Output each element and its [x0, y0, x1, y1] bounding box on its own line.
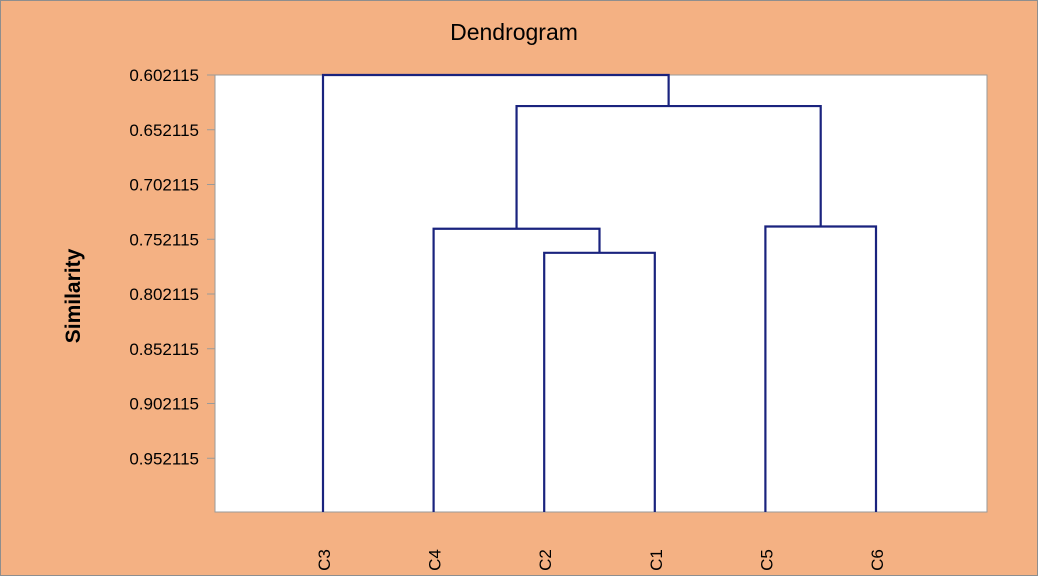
chart-title: Dendrogram: [450, 19, 578, 45]
dendrogram-links: [321, 73, 878, 512]
dendrogram-link: [321, 73, 670, 512]
x-axis-leaf-labels: C3 C4 C2 C1 C5 C6: [315, 549, 887, 571]
y-tick-label: 0.952115: [129, 449, 199, 468]
y-tick-label: 0.802115: [129, 285, 199, 304]
dendrogram-link: [764, 225, 878, 512]
y-axis-ticks: 0.602115 0.652115 0.702115 0.752115 0.802115…: [129, 66, 215, 468]
x-leaf-label: C2: [536, 549, 555, 571]
dendrogram-link: [543, 251, 656, 512]
y-tick-label: 0.702115: [129, 176, 199, 195]
dendrogram-link: [515, 104, 822, 229]
dendrogram-link: [432, 227, 601, 512]
plot-area: [214, 74, 988, 513]
y-tick-label: 0.602115: [129, 66, 199, 85]
y-tick-label: 0.652115: [129, 121, 199, 140]
x-leaf-label: C1: [647, 549, 666, 571]
y-tick-label: 0.752115: [129, 230, 199, 249]
x-leaf-label: C4: [426, 549, 445, 571]
y-tick-label: 0.902115: [129, 395, 199, 414]
x-leaf-label: C3: [315, 549, 334, 571]
y-tick-label: 0.852115: [129, 340, 199, 359]
y-axis-label: Similarity: [62, 248, 85, 343]
x-leaf-label: C6: [868, 549, 887, 571]
x-leaf-label: C5: [757, 549, 776, 571]
